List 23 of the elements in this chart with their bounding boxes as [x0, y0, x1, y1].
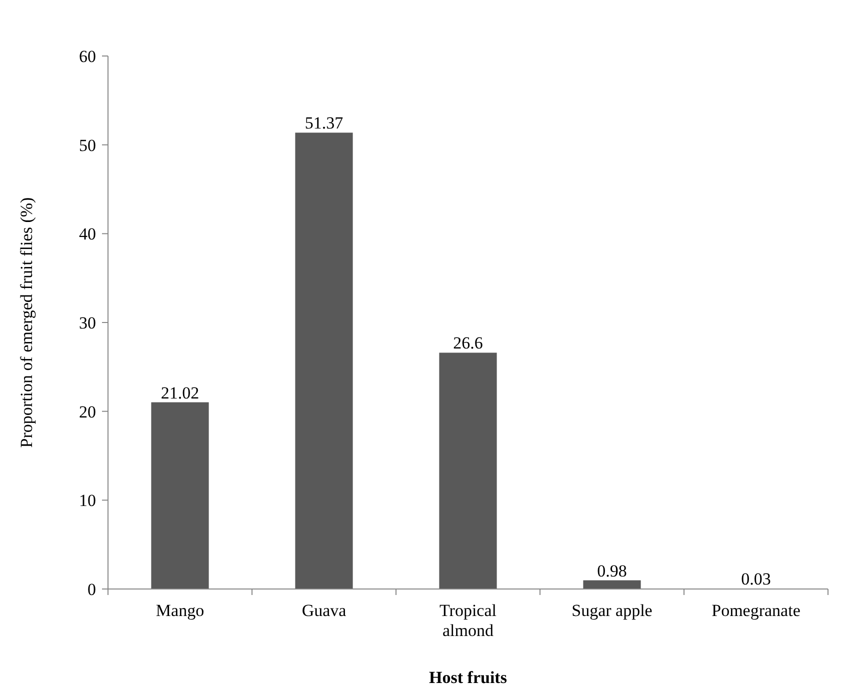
y-axis-title: Proportion of emerged fruit flies (%)	[17, 197, 36, 448]
x-tick-label: Mango	[156, 601, 204, 620]
data-label: 0.03	[741, 570, 771, 589]
bar	[439, 352, 497, 589]
y-tick-label: 30	[79, 313, 96, 332]
x-tick-label: Sugar apple	[572, 601, 652, 620]
x-tick-label: Tropical almond	[440, 601, 497, 640]
y-tick-label: 40	[79, 224, 96, 244]
data-label: 26.6	[453, 334, 483, 353]
x-axis-title: Host fruits	[429, 668, 508, 687]
x-tick-label: Pomegranate	[712, 601, 800, 620]
bar	[295, 132, 353, 589]
y-tick-label: 10	[79, 491, 96, 510]
data-label: 51.37	[304, 114, 344, 133]
y-tick-label: 50	[79, 136, 96, 155]
bar	[583, 580, 641, 589]
data-label: 0.98	[597, 561, 627, 580]
y-tick-label: 0	[88, 580, 96, 599]
bar	[151, 402, 209, 589]
data-label: 21.02	[160, 383, 200, 402]
y-tick-label: 20	[79, 402, 96, 422]
x-tick-label: Guava	[302, 601, 347, 620]
y-tick-label: 60	[79, 46, 96, 66]
